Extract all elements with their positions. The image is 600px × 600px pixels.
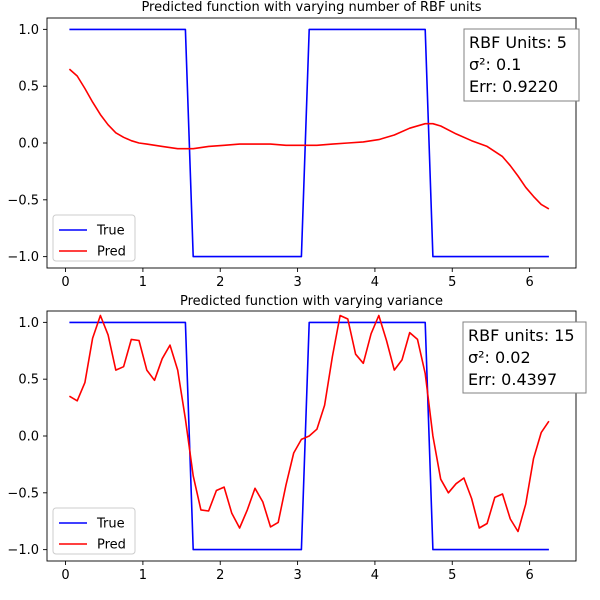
chart-variance: Predicted function with varying variance… [7,294,587,583]
y-tick-label: 1.0 [18,316,39,331]
legend-label-pred: Pred [97,245,126,260]
chart-title: Predicted function with varying variance [180,294,443,309]
annotation-line: σ²: 0.1 [469,55,521,74]
legend-label-true: True [96,517,125,532]
annotation-box: RBF Units: 5 σ²: 0.1 Err: 0.9220 [463,28,580,102]
legend: True Pred [52,214,136,262]
x-tick-label: 1 [139,275,147,290]
x-tick-label: 2 [216,275,224,290]
annotation-frame [463,28,580,102]
annotation-line: RBF Units: 5 [469,33,567,52]
annotation-line: Err: 0.4397 [468,370,557,389]
legend-label-pred: Pred [97,538,126,553]
x-tick-label: 2 [216,568,224,583]
annotation-line: σ²: 0.02 [468,348,531,367]
x-tick-label: 6 [525,568,533,583]
series-line-pred [68,68,550,210]
legend-label-true: True [96,224,125,239]
y-tick-label: 0.5 [18,80,39,95]
series-line-true [69,28,549,258]
series-line-true [69,321,549,551]
x-tick-label: 5 [448,275,456,290]
legend: True Pred [52,507,136,555]
annotation-line: RBF units: 15 [468,326,575,345]
series-line-pred [68,314,550,533]
x-tick-label: 3 [293,275,301,290]
y-tick-label: 0.5 [18,373,39,388]
chart-title: Predicted function with varying number o… [141,0,481,15]
y-tick-label: −0.5 [7,193,39,208]
y-tick-label: 0.0 [18,430,39,445]
x-tick-label: 4 [371,568,379,583]
legend-box [52,214,136,262]
x-tick-label: 4 [371,275,379,290]
x-tick-label: 1 [139,568,147,583]
x-tick-label: 0 [61,568,69,583]
y-tick-label: −1.0 [7,543,39,558]
x-tick-label: 6 [525,275,533,290]
x-tick-label: 3 [293,568,301,583]
chart-rbf-units: Predicted function with varying number o… [7,0,580,290]
annotation-frame [462,321,587,394]
legend-box [52,507,136,555]
annotation-box: RBF units: 15 σ²: 0.02 Err: 0.4397 [462,321,587,394]
y-tick-label: 0.0 [18,137,39,152]
y-tick-label: −0.5 [7,486,39,501]
y-tick-label: 1.0 [18,23,39,38]
annotation-line: Err: 0.9220 [469,77,558,96]
y-tick-label: −1.0 [7,250,39,265]
x-tick-label: 0 [61,275,69,290]
x-tick-label: 5 [448,568,456,583]
